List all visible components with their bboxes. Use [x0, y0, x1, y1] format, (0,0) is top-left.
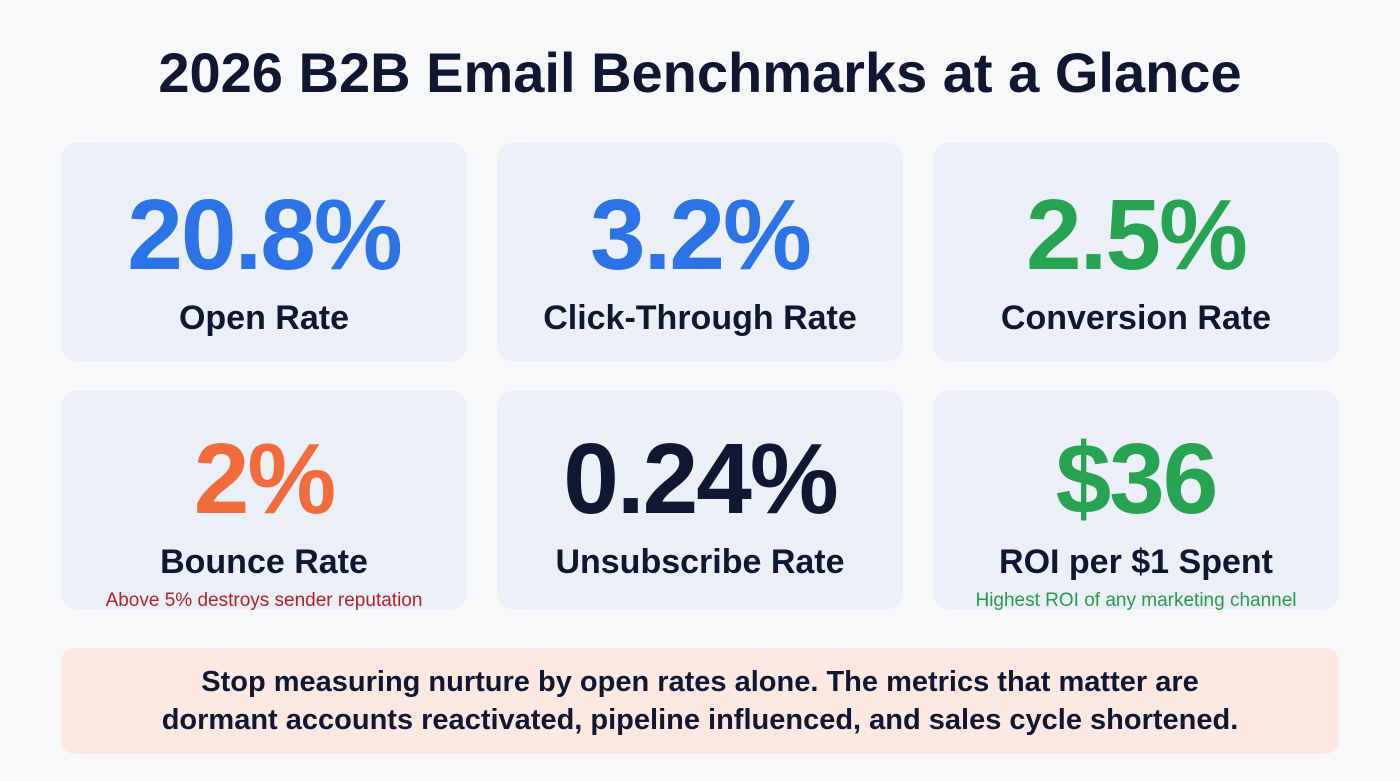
metric-value: 3.2%	[590, 179, 812, 291]
card-click-through-rate: 3.2% Click-Through Rate	[497, 143, 903, 361]
metric-label: Click-Through Rate	[543, 299, 857, 337]
metric-label: Open Rate	[178, 299, 350, 337]
page-title: 2026 B2B Email Benchmarks at a Glance	[158, 41, 1242, 104]
card-conversion-rate: 2.5% Conversion Rate	[933, 143, 1339, 361]
metric-value: $36	[1055, 423, 1219, 535]
callout-banner: Stop measuring nurture by open rates alo…	[61, 648, 1339, 754]
card-unsubscribe-rate: 0.24% Unsubscribe Rate	[497, 391, 903, 609]
metric-label: ROI per $1 Spent	[999, 543, 1273, 581]
metric-value: 20.8%	[127, 179, 403, 291]
metric-label: Unsubscribe Rate	[555, 543, 845, 581]
card-roi: $36 ROI per $1 Spent Highest ROI of any …	[933, 391, 1339, 611]
metric-label: Bounce Rate	[160, 543, 368, 581]
metric-note: Highest ROI of any marketing channel	[975, 590, 1297, 611]
metric-value: 0.24%	[563, 423, 839, 535]
metric-value: 2%	[193, 423, 337, 535]
card-bounce-rate: 2% Bounce Rate Above 5% destroys sender …	[61, 391, 467, 611]
banner-line-2: dormant accounts reactivated, pipeline i…	[161, 704, 1239, 736]
card-open-rate: 20.8% Open Rate	[61, 143, 467, 361]
metric-label: Conversion Rate	[1000, 299, 1272, 337]
banner-line-1: Stop measuring nurture by open rates alo…	[201, 666, 1199, 698]
metric-value: 2.5%	[1026, 179, 1248, 291]
metric-note: Above 5% destroys sender reputation	[105, 590, 423, 611]
